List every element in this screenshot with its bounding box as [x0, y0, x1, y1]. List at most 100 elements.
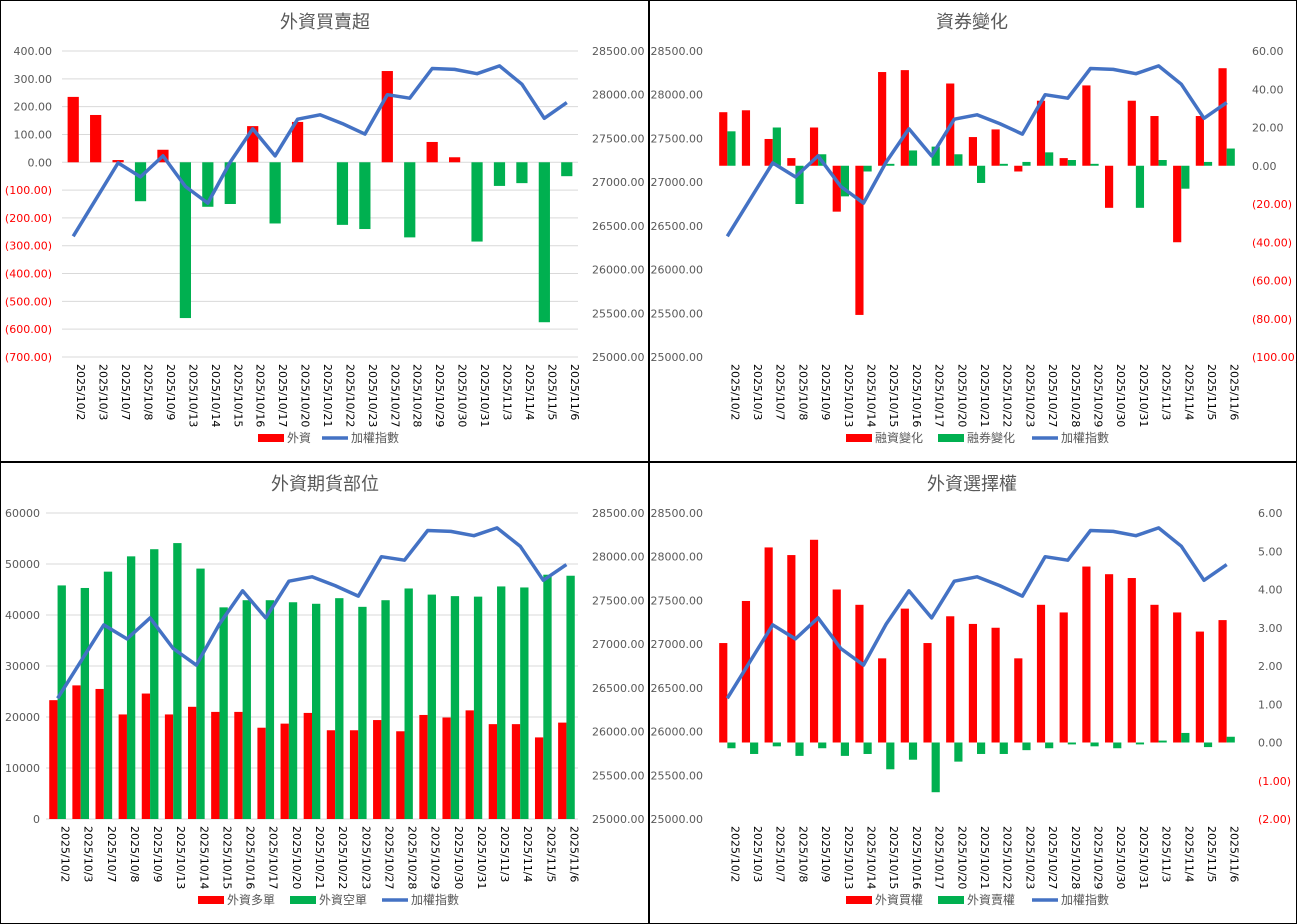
bar-外資多單	[419, 714, 428, 819]
bar-外資買權	[1082, 566, 1091, 743]
bar-外資空單	[126, 556, 136, 819]
line-加權指數	[71, 64, 568, 238]
x-tick-label: 2025/10/8	[142, 364, 155, 420]
right-tick-label: 0.00	[1258, 737, 1283, 750]
x-tick-label: 2025/10/16	[244, 826, 257, 889]
x-tick-label: 2025/10/2	[74, 364, 87, 420]
left-tick-label: 60000	[5, 507, 40, 520]
x-tick-label: 2025/10/8	[128, 826, 141, 882]
bar-外資買權	[809, 539, 819, 743]
bar-外資多單	[49, 700, 58, 819]
x-tick-label: 2025/10/20	[290, 826, 303, 889]
x-tick-label: 2025/10/22	[343, 364, 356, 427]
right-tick-label: 28000.00	[592, 551, 645, 564]
x-tick-label: 2025/10/16	[254, 364, 267, 427]
legend-swatch	[938, 896, 964, 904]
left-tick-label: (300.00)	[5, 240, 52, 253]
bar-外資空單	[566, 575, 575, 819]
legend-label: 融資變化	[875, 430, 923, 445]
x-tick-label: 2025/11/4	[1182, 826, 1195, 882]
bar-外資買權	[832, 589, 841, 743]
bar-外資多單	[234, 711, 243, 819]
left-tick-label: 26500.00	[651, 220, 704, 233]
chart-title: 資券變化	[936, 12, 1008, 33]
left-tick-label: (700.00)	[5, 351, 52, 364]
bar-外資	[269, 162, 281, 224]
x-tick-label: 2025/10/17	[933, 364, 946, 427]
x-tick-label: 2025/10/27	[382, 826, 395, 889]
x-tick-label: 2025/10/31	[1137, 826, 1150, 889]
bar-外資空單	[450, 596, 460, 819]
bar-外資空單	[288, 602, 298, 819]
bar-外資買權	[968, 623, 977, 743]
x-tick-label: 2025/10/13	[842, 826, 855, 889]
bar-外資賣權	[863, 742, 872, 754]
line-加權指數	[56, 526, 568, 700]
left-tick-label: 10000	[5, 762, 40, 775]
x-tick-label: 2025/11/3	[1160, 364, 1173, 420]
right-tick-label: 4.00	[1258, 584, 1283, 597]
x-tick-label: 2025/10/30	[456, 364, 469, 427]
left-tick-label: 27500.00	[651, 594, 704, 607]
x-tick-label: 2025/10/16	[910, 826, 923, 889]
bar-外資	[90, 114, 102, 163]
bar-外資空單	[150, 549, 159, 819]
bar-融資變化	[764, 138, 773, 166]
bar-融資變化	[741, 110, 751, 166]
bar-融資變化	[1082, 85, 1091, 166]
bar-外資賣權	[999, 742, 1008, 754]
right-tick-label: 27500.00	[592, 594, 645, 607]
x-tick-label: 2025/10/13	[186, 364, 199, 427]
bar-融券變化	[977, 165, 986, 183]
legend-item: 加權指數	[1032, 892, 1109, 907]
left-tick-label: (100.00)	[5, 184, 52, 197]
x-tick-label: 2025/10/17	[933, 826, 946, 889]
bar-外資賣權	[1135, 742, 1145, 745]
x-tick-label: 2025/11/6	[567, 826, 580, 882]
legend-label: 加權指數	[411, 892, 459, 907]
bar-外資賣權	[1022, 742, 1031, 751]
bar-外資買權	[764, 547, 773, 743]
bar-外資	[67, 96, 79, 163]
x-tick-label: 2025/10/2	[728, 364, 741, 420]
bar-外資買權	[1014, 658, 1023, 743]
right-tick-label: 20.00	[1252, 122, 1284, 135]
right-tick-label: 1.00	[1258, 698, 1283, 711]
bar-融券變化	[886, 163, 895, 166]
bar-融券變化	[772, 127, 781, 166]
bar-融資變化	[878, 72, 887, 166]
x-tick-label: 2025/10/31	[478, 364, 491, 427]
bar-外資多單	[188, 706, 197, 819]
bar-外資賣權	[840, 742, 849, 756]
legend-item: 加權指數	[1032, 430, 1109, 445]
x-tick-label: 2025/10/23	[359, 826, 372, 889]
left-tick-label: 26000.00	[651, 264, 704, 277]
bar-外資空單	[219, 607, 228, 819]
right-tick-label: 28000.00	[592, 89, 645, 102]
bar-融券變化	[908, 150, 918, 166]
x-tick-label: 2025/10/17	[267, 826, 280, 889]
bar-外資空單	[381, 600, 390, 819]
x-tick-label: 2025/10/22	[1001, 364, 1014, 427]
x-tick-label: 2025/10/14	[197, 826, 210, 889]
bar-外資多單	[280, 723, 289, 819]
x-tick-label: 2025/10/8	[796, 826, 809, 882]
legend-label: 融券變化	[967, 430, 1015, 445]
legend-item: 加權指數	[322, 430, 399, 445]
bar-外資買權	[1059, 612, 1068, 743]
x-tick-label: 2025/10/20	[955, 364, 968, 427]
bar-外資多單	[558, 722, 567, 819]
bar-融券變化	[999, 163, 1008, 166]
right-tick-label: 27500.00	[592, 132, 645, 145]
bar-外資賣權	[908, 742, 918, 760]
left-tick-label: (500.00)	[5, 295, 52, 308]
right-tick-label: 25000.00	[592, 813, 645, 826]
bar-融資變化	[719, 112, 728, 166]
panel-border-top-left	[0, 0, 650, 463]
x-tick-label: 2025/10/20	[955, 826, 968, 889]
bar-外資多單	[442, 717, 451, 819]
bar-外資買權	[1036, 604, 1046, 743]
x-tick-label: 2025/10/7	[774, 364, 787, 420]
